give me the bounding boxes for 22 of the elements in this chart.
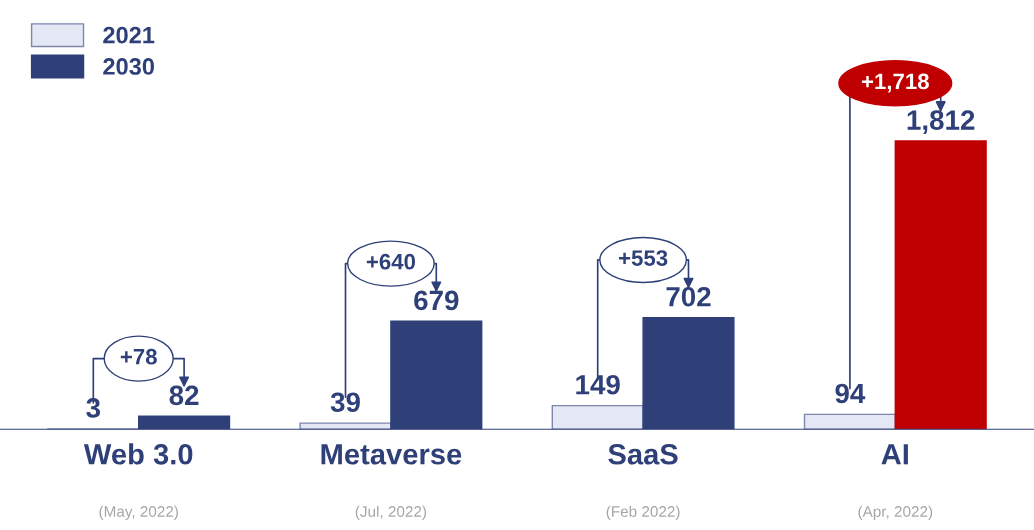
legend-label: 2030 xyxy=(103,58,154,75)
data-label: 679 xyxy=(414,290,459,311)
x-tick-label: Web 3.0 xyxy=(83,443,193,465)
data-label: 149 xyxy=(576,374,620,395)
annotation: +553 xyxy=(619,250,668,266)
data-label: 82 xyxy=(169,385,199,406)
data-label: 702 xyxy=(666,286,711,307)
text: (May, 2022) xyxy=(99,505,178,520)
data-label: 1,812 xyxy=(907,110,975,134)
text: (Apr, 2022) xyxy=(858,505,933,520)
annotation: +1,718 xyxy=(861,73,929,93)
x-tick-label: Metaverse xyxy=(321,444,462,465)
data-label: 94 xyxy=(835,383,866,404)
x-tick-label: AI xyxy=(881,444,908,465)
data-label: 3 xyxy=(86,398,101,418)
text: (Feb 2022) xyxy=(606,505,680,520)
x-tick-label: SaaS xyxy=(608,443,678,465)
annotation: +640 xyxy=(366,253,416,270)
text: (Jul, 2022) xyxy=(355,505,427,520)
data-label: 39 xyxy=(330,392,360,413)
annotation: +78 xyxy=(120,348,157,365)
legend-label: 2021 xyxy=(103,26,155,44)
